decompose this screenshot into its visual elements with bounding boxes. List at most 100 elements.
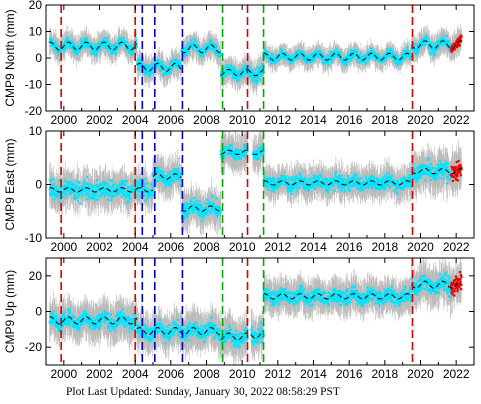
data-point xyxy=(85,42,88,45)
data-point xyxy=(292,55,295,58)
data-point xyxy=(355,52,358,55)
data-point xyxy=(347,52,350,55)
data-point xyxy=(398,58,401,61)
panel-2: 2000 2002 2004 2006 2008 2010 2012 2014 2016 2018… xyxy=(3,124,475,254)
data-point xyxy=(413,48,416,51)
data-point xyxy=(330,61,333,64)
data-point xyxy=(453,48,456,51)
data-point xyxy=(447,40,451,43)
data-point xyxy=(231,70,234,73)
data-point xyxy=(459,36,462,39)
data-point xyxy=(252,79,255,83)
data-point xyxy=(417,47,420,51)
data-point xyxy=(348,56,352,59)
data-point xyxy=(130,53,133,56)
data-point xyxy=(420,38,424,41)
data-point xyxy=(360,56,363,59)
data-point xyxy=(274,61,277,65)
data-point xyxy=(74,45,77,48)
data-point xyxy=(242,73,245,76)
data-point xyxy=(276,59,279,62)
data-point xyxy=(318,51,321,54)
data-point xyxy=(310,53,313,57)
data-point xyxy=(346,60,349,64)
data-point xyxy=(271,54,275,57)
data-point xyxy=(77,50,80,54)
data-point xyxy=(292,59,296,62)
data-point xyxy=(137,68,140,71)
data-point xyxy=(161,62,165,65)
data-point xyxy=(432,50,435,53)
data-point xyxy=(412,42,415,45)
data-point xyxy=(148,75,151,78)
data-point xyxy=(162,74,165,77)
data-point xyxy=(237,79,241,82)
data-point xyxy=(316,53,319,57)
data-point xyxy=(291,60,294,63)
data-point xyxy=(437,41,440,44)
data-point xyxy=(185,46,188,49)
x-tick-label: 2016 xyxy=(336,113,363,127)
data-point xyxy=(234,68,237,71)
data-point xyxy=(342,57,345,60)
data-point xyxy=(184,53,187,56)
data-point xyxy=(261,64,264,67)
data-point xyxy=(127,51,130,54)
data-point xyxy=(237,73,240,76)
data-point xyxy=(172,59,175,62)
data-point xyxy=(321,53,324,56)
data-point xyxy=(428,40,431,43)
data-point xyxy=(374,59,377,62)
data-point xyxy=(311,55,314,58)
data-point xyxy=(262,51,265,54)
data-point xyxy=(456,39,459,42)
data-point xyxy=(331,58,334,61)
data-point xyxy=(257,67,260,70)
data-point xyxy=(263,55,267,58)
data-point xyxy=(431,47,435,51)
data-point xyxy=(98,47,101,50)
data-point xyxy=(200,48,203,51)
x-tick-label: 2008 xyxy=(193,113,220,127)
data-point xyxy=(232,74,235,77)
data-point xyxy=(428,41,431,45)
data-point xyxy=(409,57,412,60)
data-point xyxy=(249,75,253,78)
data-point xyxy=(132,48,135,51)
data-point xyxy=(114,53,118,56)
data-point xyxy=(399,56,403,59)
data-point xyxy=(84,37,87,40)
data-point xyxy=(203,51,206,54)
data-point xyxy=(185,53,188,56)
data-point xyxy=(159,69,162,72)
data-point xyxy=(377,55,381,58)
data-point xyxy=(368,57,372,60)
data-point xyxy=(357,61,360,64)
data-point xyxy=(296,49,299,53)
data-point xyxy=(321,57,324,60)
data-point xyxy=(191,42,195,46)
x-tick-label: 2000 xyxy=(50,113,77,127)
y-tick-label: 0 xyxy=(35,51,42,65)
data-point xyxy=(393,60,396,63)
data-point xyxy=(104,46,108,49)
data-point xyxy=(294,51,298,54)
data-point xyxy=(66,39,69,43)
data-point xyxy=(392,52,396,55)
data-point xyxy=(451,44,454,47)
data-point xyxy=(350,49,353,52)
data-point xyxy=(232,66,236,69)
data-point xyxy=(191,48,194,51)
data-point xyxy=(50,38,54,41)
data-point xyxy=(319,49,322,52)
data-point xyxy=(130,45,133,48)
data-point xyxy=(190,39,193,42)
data-point xyxy=(379,57,382,61)
data-point xyxy=(394,54,397,57)
data-point xyxy=(236,71,239,74)
data-point xyxy=(103,40,107,43)
data-point xyxy=(170,68,173,71)
data-point xyxy=(126,44,130,47)
data-point xyxy=(128,47,131,50)
data-point xyxy=(312,58,315,61)
